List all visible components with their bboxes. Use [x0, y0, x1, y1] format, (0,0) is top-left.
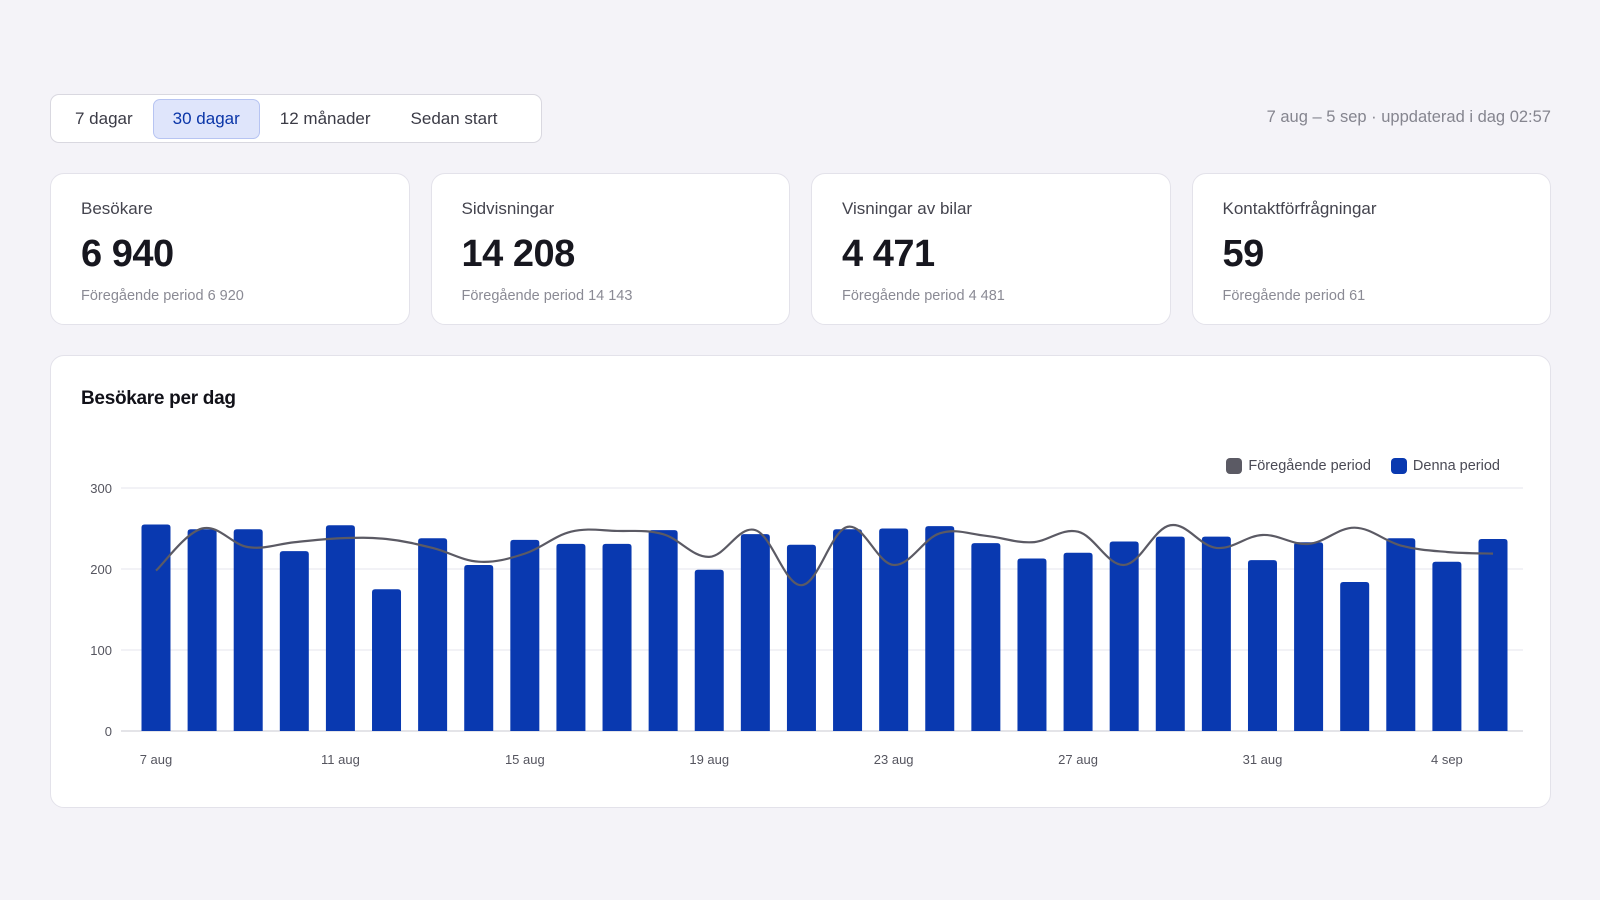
- bar-7-aug: [141, 524, 171, 731]
- x-tick-label: 15 aug: [505, 752, 545, 767]
- period-7-days-button[interactable]: 7 dagar: [55, 99, 153, 139]
- bar-1-sep: [1294, 542, 1324, 731]
- y-tick-label: 100: [90, 643, 112, 658]
- bar-22-aug: [833, 529, 863, 731]
- x-tick-label: 27 aug: [1058, 752, 1098, 767]
- chart-legend: Föregående period Denna period: [1226, 458, 1500, 474]
- bar-15-aug: [510, 539, 540, 731]
- kpi-card-contact-requests: Kontaktförfrågningar 59 Föregående perio…: [1191, 173, 1551, 325]
- visitors-chart-card: 0 100 200 300 7 aug 11 aug 15 aug 19 aug 23 aug 2…: [50, 355, 1551, 808]
- bar-16-aug: [556, 543, 586, 731]
- bar-18-aug: [648, 530, 678, 731]
- top-bar: 7 dagar 30 dagar 12 månader Sedan start …: [50, 94, 1551, 143]
- period-since-start-button[interactable]: Sedan start: [391, 99, 518, 139]
- kpi-previous: Föregående period 61: [1222, 288, 1366, 304]
- bar-25-aug: [971, 543, 1001, 731]
- period-12-months-button[interactable]: 12 månader: [260, 99, 391, 139]
- kpi-value: 4 471: [842, 233, 935, 275]
- x-tick-label: 31 aug: [1243, 752, 1283, 767]
- legend-swatch-current: [1390, 458, 1407, 474]
- x-tick-label: 4 sep: [1431, 752, 1463, 767]
- period-30-days-button[interactable]: 30 dagar: [152, 98, 260, 139]
- bar-31-aug: [1247, 560, 1277, 731]
- kpi-previous: Föregående period 6 920: [81, 288, 244, 304]
- previous-period-line: [155, 524, 1494, 587]
- kpi-previous: Föregående period 14 143: [461, 288, 633, 304]
- y-tick-label: 200: [90, 562, 112, 577]
- bar-23-aug: [879, 528, 909, 731]
- bar-4-sep: [1432, 561, 1462, 731]
- period-selector: 7 dagar 30 dagar 12 månader Sedan start: [50, 94, 542, 143]
- bar-11-aug: [325, 525, 355, 731]
- kpi-label: Visningar av bilar: [842, 199, 973, 218]
- bar-8-aug: [187, 529, 217, 731]
- legend-item-current[interactable]: Denna period: [1390, 458, 1500, 474]
- kpi-value: 14 208: [461, 233, 576, 275]
- bar-27-aug: [1063, 552, 1093, 731]
- legend-label-previous: Föregående period: [1248, 458, 1371, 474]
- kpi-label: Kontaktförfrågningar: [1222, 199, 1377, 218]
- bar-21-aug: [786, 544, 816, 731]
- kpi-cards: Besökare 6 940 Föregående period 6 920 S…: [50, 173, 1551, 325]
- kpi-card-visitors: Besökare 6 940 Föregående period 6 920: [50, 173, 410, 325]
- bar-26-aug: [1017, 558, 1047, 731]
- y-tick-label: 300: [90, 481, 112, 496]
- bar-10-aug: [279, 551, 309, 731]
- kpi-card-pageviews: Sidvisningar 14 208 Föregående period 14…: [430, 173, 790, 325]
- legend-swatch-previous: [1226, 458, 1243, 474]
- bar-9-aug: [233, 529, 263, 731]
- kpi-label: Besökare: [81, 199, 153, 218]
- x-tick-label: 7 aug: [140, 752, 173, 767]
- bar-28-aug: [1109, 541, 1139, 731]
- legend-label-current: Denna period: [1412, 458, 1500, 474]
- bar-14-aug: [464, 564, 494, 731]
- bar-2-sep: [1340, 581, 1370, 731]
- bar-29-aug: [1155, 536, 1185, 731]
- bar-19-aug: [694, 569, 724, 731]
- bar-24-aug: [925, 526, 955, 731]
- kpi-value: 6 940: [81, 233, 174, 275]
- bar-12-aug: [372, 589, 402, 731]
- bar-13-aug: [418, 538, 448, 731]
- date-range-status: 7 aug – 5 sep · uppdaterad i dag 02:57: [1266, 108, 1551, 126]
- kpi-value: 59: [1222, 233, 1265, 275]
- bar-20-aug: [740, 534, 770, 731]
- kpi-previous: Föregående period 4 481: [842, 288, 1005, 304]
- visitors-chart: 0 100 200 300 7 aug 11 aug 15 aug 19 aug 23 aug 2…: [90, 481, 1523, 767]
- bar-5-sep: [1478, 539, 1508, 731]
- x-tick-label: 23 aug: [874, 752, 914, 767]
- bar-3-sep: [1386, 538, 1416, 731]
- x-tick-label: 19 aug: [689, 752, 729, 767]
- x-tick-label: 11 aug: [321, 752, 360, 767]
- chart-title: Besökare per dag: [81, 388, 236, 409]
- kpi-label: Sidvisningar: [461, 199, 555, 218]
- legend-item-previous[interactable]: Föregående period: [1226, 458, 1371, 474]
- bar-30-aug: [1201, 536, 1231, 731]
- y-tick-label: 0: [105, 724, 112, 739]
- bar-17-aug: [602, 543, 632, 731]
- kpi-card-car-views: Visningar av bilar 4 471 Föregående peri…: [811, 173, 1171, 325]
